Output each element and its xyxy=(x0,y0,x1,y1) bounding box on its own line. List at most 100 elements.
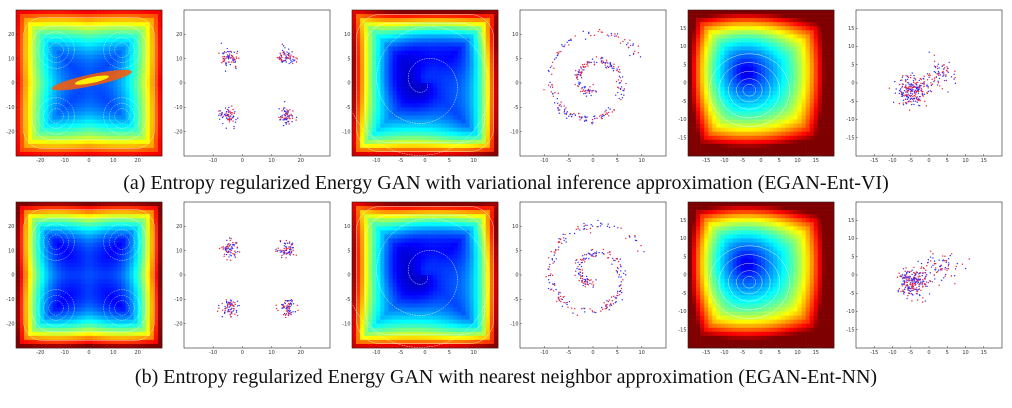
heatmap-cell xyxy=(145,62,151,68)
heatmap-cell xyxy=(825,50,831,55)
contour-line xyxy=(103,97,141,135)
heatmap-cell xyxy=(145,131,151,137)
heatmap-cell xyxy=(352,46,357,51)
heatmap-cell xyxy=(728,22,733,27)
heatmap-cell xyxy=(740,91,746,96)
heatmap-cell xyxy=(777,14,782,19)
heatmap-cell xyxy=(364,135,369,141)
heatmap-cell xyxy=(149,66,155,72)
sample-point xyxy=(901,93,903,96)
sample-point xyxy=(587,89,590,92)
heatmap-cell xyxy=(477,107,483,112)
heatmap-cell xyxy=(364,62,369,68)
sample-point xyxy=(602,60,604,62)
heatmap-cell xyxy=(376,111,381,116)
heatmap-cell xyxy=(445,123,450,128)
heatmap-cell xyxy=(736,22,742,27)
heatmap-cell xyxy=(141,66,147,72)
heatmap-cell xyxy=(761,83,766,88)
heatmap-cell xyxy=(481,70,487,76)
x-tick-label: 10 xyxy=(268,158,274,164)
heatmap-cell xyxy=(461,123,466,128)
heatmap-cell xyxy=(457,95,462,100)
heatmap-cell xyxy=(449,143,454,149)
heatmap-cell xyxy=(720,87,725,92)
heatmap-cell xyxy=(121,18,126,23)
heatmap-cell xyxy=(708,50,713,55)
heatmap-cell xyxy=(20,131,25,137)
heatmap-cell xyxy=(388,143,393,149)
heatmap-cell xyxy=(728,66,733,72)
heatmap-cell xyxy=(813,131,819,137)
heatmap-cell xyxy=(141,10,147,15)
heatmap-cell xyxy=(736,46,742,51)
heatmap-cell xyxy=(716,143,721,149)
heatmap-cell xyxy=(481,14,487,19)
heatmap-cell xyxy=(129,58,134,64)
heatmap-cell xyxy=(704,147,709,153)
heatmap-cell xyxy=(376,78,381,84)
heatmap-cell xyxy=(793,66,798,72)
sample-point xyxy=(577,71,579,73)
heatmap-cell xyxy=(481,87,487,92)
heatmap-cell xyxy=(364,143,369,149)
heatmap-cell xyxy=(416,135,422,141)
heatmap-cell xyxy=(809,103,815,108)
heatmap-cell xyxy=(388,70,393,76)
heatmap-cell xyxy=(121,119,126,124)
heatmap-cell xyxy=(493,66,499,72)
heatmap-cell xyxy=(396,91,401,96)
y-tick-label: 5 xyxy=(515,56,518,62)
heatmap-cell xyxy=(481,50,487,55)
heatmap-cell xyxy=(24,95,29,100)
heatmap-cell xyxy=(457,147,462,153)
heatmap-cell xyxy=(809,22,815,27)
heatmap-cell xyxy=(84,42,90,47)
heatmap-cell xyxy=(72,30,78,35)
heatmap-cell xyxy=(797,95,802,100)
heatmap-cell xyxy=(352,139,357,145)
heatmap-cell xyxy=(352,123,357,128)
heatmap-cell xyxy=(420,66,426,72)
heatmap-cell xyxy=(368,95,373,100)
heatmap-cell xyxy=(76,42,82,47)
heatmap-cell xyxy=(89,99,94,104)
heatmap-cell xyxy=(781,99,786,104)
heatmap-cell xyxy=(688,26,693,31)
heatmap-cell xyxy=(724,50,729,55)
heatmap-cell xyxy=(412,139,418,145)
heatmap-cell xyxy=(773,18,778,23)
heatmap-cell xyxy=(80,58,86,64)
heatmap-cell xyxy=(416,70,422,76)
y-tick-label: -10 xyxy=(678,117,686,123)
heatmap-cell xyxy=(56,127,61,132)
heatmap-cell xyxy=(465,14,470,19)
heatmap-cell xyxy=(756,10,762,15)
heatmap-cell xyxy=(356,10,361,15)
sample-point xyxy=(553,67,555,70)
heatmap-cell xyxy=(101,38,106,43)
heatmap-cell xyxy=(157,151,163,157)
heatmap-cell xyxy=(60,18,65,23)
heatmap-cell xyxy=(40,66,45,72)
heatmap-cell xyxy=(740,42,746,47)
heatmap-cell xyxy=(145,119,151,124)
heatmap-cell xyxy=(24,26,29,31)
heatmap-cell xyxy=(477,58,483,64)
heatmap-cell xyxy=(700,26,705,31)
sample-point xyxy=(588,92,591,94)
heatmap-cell xyxy=(469,99,474,104)
heatmap-cell xyxy=(441,139,446,145)
sample-point xyxy=(227,109,230,111)
heatmap-cell xyxy=(388,103,393,108)
heatmap-cell xyxy=(32,95,37,100)
heatmap-cell xyxy=(740,127,746,132)
sample-point xyxy=(945,79,948,82)
heatmap-cell xyxy=(465,119,470,124)
heatmap-cell xyxy=(781,87,786,92)
heatmap-cell xyxy=(485,42,491,47)
heatmap-cell xyxy=(384,111,389,116)
sample-point xyxy=(905,96,908,98)
sample-point xyxy=(563,110,566,112)
sample-point xyxy=(288,123,290,125)
